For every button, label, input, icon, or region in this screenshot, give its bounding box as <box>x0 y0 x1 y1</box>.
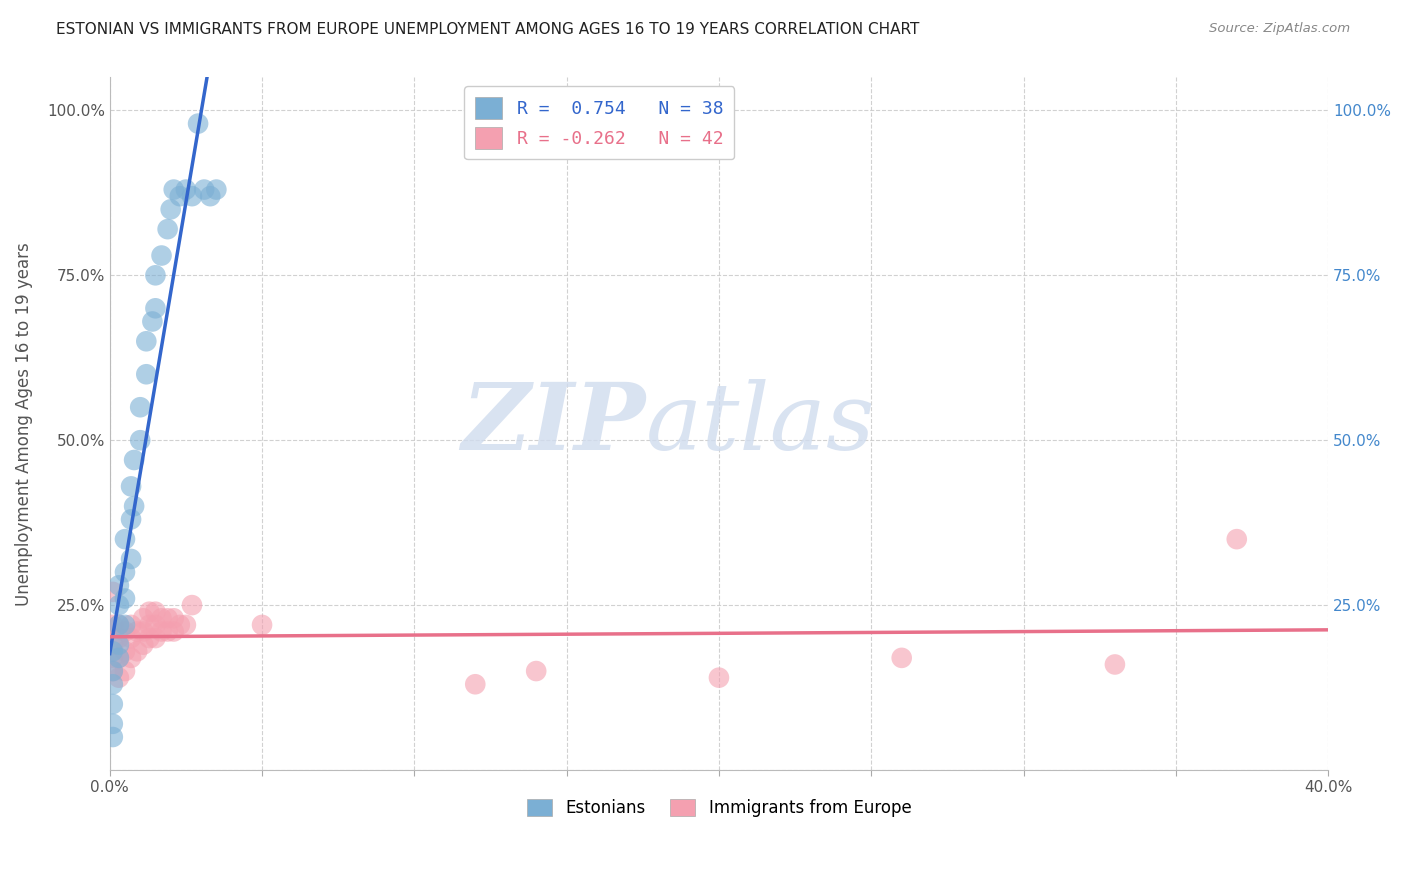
Point <box>114 565 136 579</box>
Point <box>129 434 152 448</box>
Point <box>108 618 131 632</box>
Point <box>150 611 173 625</box>
Point <box>135 334 157 349</box>
Text: ESTONIAN VS IMMIGRANTS FROM EUROPE UNEMPLOYMENT AMONG AGES 16 TO 19 YEARS CORREL: ESTONIAN VS IMMIGRANTS FROM EUROPE UNEMP… <box>56 22 920 37</box>
Point <box>101 644 124 658</box>
Point <box>145 301 167 316</box>
Point <box>108 598 131 612</box>
Point <box>193 183 215 197</box>
Point <box>127 644 149 658</box>
Point <box>127 624 149 639</box>
Point <box>145 618 167 632</box>
Point <box>101 730 124 744</box>
Point <box>114 618 136 632</box>
Point <box>156 611 179 625</box>
Point <box>205 183 228 197</box>
Point <box>108 651 131 665</box>
Point <box>135 368 157 382</box>
Point <box>122 499 145 513</box>
Point <box>707 671 730 685</box>
Point <box>464 677 486 691</box>
Point <box>250 618 273 632</box>
Point <box>114 591 136 606</box>
Point <box>114 532 136 546</box>
Point <box>101 638 124 652</box>
Point <box>156 624 179 639</box>
Text: Source: ZipAtlas.com: Source: ZipAtlas.com <box>1209 22 1350 36</box>
Point <box>120 631 142 645</box>
Point <box>120 618 142 632</box>
Point <box>163 624 186 639</box>
Point <box>524 664 547 678</box>
Point <box>108 671 131 685</box>
Point <box>122 453 145 467</box>
Point <box>141 314 163 328</box>
Point <box>132 638 155 652</box>
Point <box>101 651 124 665</box>
Point <box>138 605 160 619</box>
Text: atlas: atlas <box>645 379 876 468</box>
Point <box>101 677 124 691</box>
Text: ZIP: ZIP <box>461 379 645 468</box>
Point <box>114 624 136 639</box>
Point <box>138 631 160 645</box>
Point <box>169 189 191 203</box>
Point <box>150 248 173 262</box>
Point <box>181 598 204 612</box>
Point <box>108 618 131 632</box>
Point <box>150 624 173 639</box>
Point <box>200 189 222 203</box>
Point <box>120 479 142 493</box>
Point <box>145 268 167 283</box>
Point <box>101 716 124 731</box>
Point <box>138 618 160 632</box>
Point <box>187 117 209 131</box>
Point <box>132 624 155 639</box>
Point <box>174 183 197 197</box>
Point <box>145 631 167 645</box>
Point <box>174 618 197 632</box>
Point <box>114 644 136 658</box>
Point <box>108 638 131 652</box>
Point <box>163 183 186 197</box>
Point <box>108 651 131 665</box>
Point <box>101 618 124 632</box>
Point <box>120 651 142 665</box>
Point <box>101 664 124 678</box>
Point <box>114 664 136 678</box>
Point <box>108 578 131 592</box>
Point <box>132 611 155 625</box>
Point <box>101 664 124 678</box>
Y-axis label: Unemployment Among Ages 16 to 19 years: Unemployment Among Ages 16 to 19 years <box>15 242 32 606</box>
Point <box>120 512 142 526</box>
Point <box>169 618 191 632</box>
Point <box>181 189 204 203</box>
Point <box>159 202 181 217</box>
Point <box>1226 532 1249 546</box>
Point <box>890 651 912 665</box>
Point <box>101 585 124 599</box>
Legend: Estonians, Immigrants from Europe: Estonians, Immigrants from Europe <box>520 792 918 824</box>
Point <box>163 611 186 625</box>
Point <box>1104 657 1126 672</box>
Point <box>145 605 167 619</box>
Point <box>120 552 142 566</box>
Point <box>156 222 179 236</box>
Point <box>101 697 124 711</box>
Point <box>108 631 131 645</box>
Point <box>129 401 152 415</box>
